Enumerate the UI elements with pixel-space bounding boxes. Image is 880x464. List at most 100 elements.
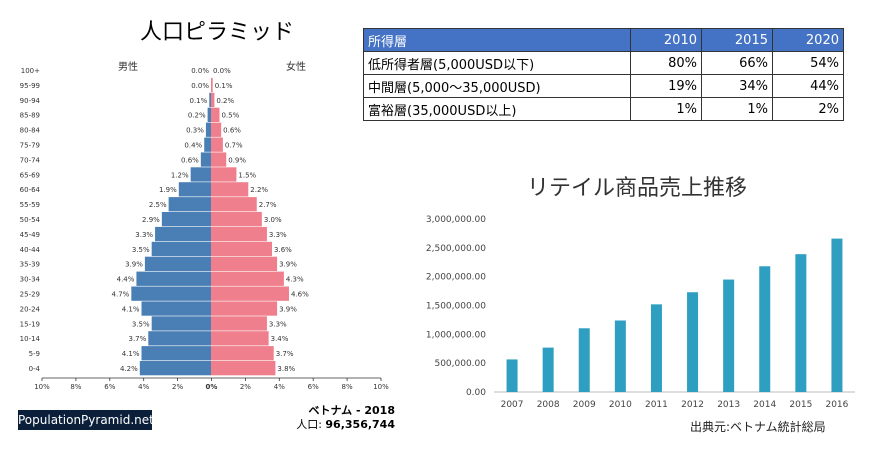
table-cell: 66%: [701, 51, 773, 75]
pyramid-x-tick-label: 0%: [206, 383, 218, 391]
y-tick-label: 1,000,000.00: [426, 330, 486, 340]
table-cell: 34%: [701, 74, 773, 98]
x-tick-label: 2008: [537, 400, 560, 410]
source-note: 出典元:ベトナム統計総局: [690, 420, 826, 434]
retail-bar: [723, 279, 735, 392]
table-row: 中間層(5,000〜35,000USD) 19% 34% 44%: [363, 74, 844, 98]
male-bar: [139, 361, 211, 376]
female-value-label: 3.9%: [279, 305, 297, 313]
population-value: 96,356,744: [325, 418, 395, 431]
table-cell: 19%: [630, 74, 702, 98]
age-tick-label: 30-34: [20, 276, 41, 284]
x-tick-label: 2015: [789, 400, 812, 410]
female-bar: [211, 301, 278, 316]
female-bar: [211, 241, 273, 257]
male-bar: [141, 301, 211, 316]
male-bar: [204, 137, 211, 152]
male-bar: [205, 122, 211, 137]
female-value-label: 3.0%: [264, 216, 282, 224]
y-tick-label: 2,000,000.00: [426, 273, 486, 283]
age-tick-label: 50-54: [20, 216, 41, 224]
x-tick-label: 2016: [825, 400, 848, 410]
y-tick-label: 1,500,000.00: [426, 302, 486, 312]
pyramid-x-tick-label: 8%: [342, 383, 353, 391]
female-bar: [211, 286, 289, 301]
female-value-label: 0.7%: [225, 141, 243, 149]
male-value-label: 0.1%: [190, 97, 208, 105]
male-value-label: 4.1%: [122, 305, 140, 313]
retail-bar: [831, 238, 843, 392]
age-tick-label: 45-49: [20, 231, 40, 239]
pyramid-x-tick-label: 4%: [138, 383, 149, 391]
male-value-label: 4.7%: [112, 290, 130, 298]
male-value-label: 1.9%: [159, 186, 177, 194]
retail-bar: [650, 304, 662, 392]
pyramid-x-tick-label: 6%: [308, 383, 319, 391]
female-bar: [211, 361, 276, 376]
age-tick-label: 40-44: [20, 246, 41, 254]
table-cell: 44%: [772, 74, 844, 98]
retail-chart-title: リテイル商品売上推移: [527, 176, 748, 201]
male-bar: [207, 107, 211, 122]
retail-bar: [687, 292, 699, 392]
female-bar: [211, 92, 215, 108]
table-cell: 富裕層(35,000USD以上): [363, 97, 631, 121]
female-value-label: 3.7%: [276, 350, 294, 358]
female-value-label: 4.3%: [286, 276, 304, 284]
age-tick-label: 65-69: [20, 171, 40, 179]
x-tick-label: 2013: [717, 400, 740, 410]
female-bar: [211, 167, 237, 182]
table-cell: 54%: [772, 51, 844, 75]
age-tick-label: 20-24: [20, 305, 41, 313]
age-tick-label: 55-59: [20, 201, 40, 209]
male-value-label: 3.5%: [132, 246, 150, 254]
age-tick-label: 0-4: [29, 365, 41, 373]
female-value-label: 0.5%: [221, 112, 239, 120]
female-value-label: 0.9%: [228, 156, 246, 164]
populationpyramid-badge[interactable]: PopulationPyramid.net: [18, 410, 154, 430]
table-row: 富裕層(35,000USD以上) 1% 1% 2%: [363, 97, 844, 121]
female-bar: [211, 346, 274, 361]
male-bar: [151, 316, 211, 331]
female-value-label: 3.4%: [271, 335, 289, 343]
male-bar: [209, 92, 211, 108]
y-tick-label: 3,000,000.00: [426, 215, 486, 225]
age-tick-label: 95-99: [20, 82, 40, 90]
female-bar: [211, 107, 220, 122]
x-tick-label: 2009: [573, 400, 596, 410]
male-value-label: 4.1%: [122, 350, 140, 358]
male-value-label: 2.9%: [142, 216, 160, 224]
female-bar: [211, 152, 227, 167]
table-header: 2015: [701, 28, 773, 52]
age-tick-label: 25-29: [20, 290, 40, 298]
male-bar: [178, 182, 211, 197]
population-label: 人口:: [296, 418, 326, 431]
age-tick-label: 5-9: [29, 350, 40, 358]
female-value-label: 0.0%: [213, 67, 231, 75]
male-value-label: 4.4%: [117, 276, 135, 284]
male-bar: [190, 167, 211, 182]
female-bar: [211, 212, 262, 227]
female-value-label: 3.3%: [269, 231, 287, 239]
table-cell: 低所得者層(5,000USD以下): [363, 51, 631, 75]
x-tick-label: 2010: [609, 400, 632, 410]
female-value-label: 3.6%: [274, 246, 292, 254]
retail-bar: [578, 328, 590, 392]
table-cell: 中間層(5,000〜35,000USD): [363, 74, 631, 98]
female-bar: [211, 316, 267, 331]
table-header-row: 所得層 2010 2015 2020: [363, 28, 844, 52]
y-tick-label: 500,000.00: [434, 359, 486, 369]
table-header: 所得層: [363, 28, 631, 52]
male-bar: [168, 197, 211, 212]
table-cell: 80%: [630, 51, 702, 75]
x-tick-label: 2014: [753, 400, 776, 410]
pyramid-x-tick-label: 10%: [34, 383, 50, 391]
male-value-label: 3.9%: [125, 261, 143, 269]
y-tick-label: 0.00: [466, 388, 486, 398]
female-bar: [211, 77, 213, 93]
retail-bar: [795, 254, 807, 392]
female-value-label: 3.9%: [279, 261, 297, 269]
female-bar: [211, 197, 257, 212]
pyramid-title: 人口ピラミッド: [140, 20, 295, 45]
male-bar: [155, 226, 211, 242]
